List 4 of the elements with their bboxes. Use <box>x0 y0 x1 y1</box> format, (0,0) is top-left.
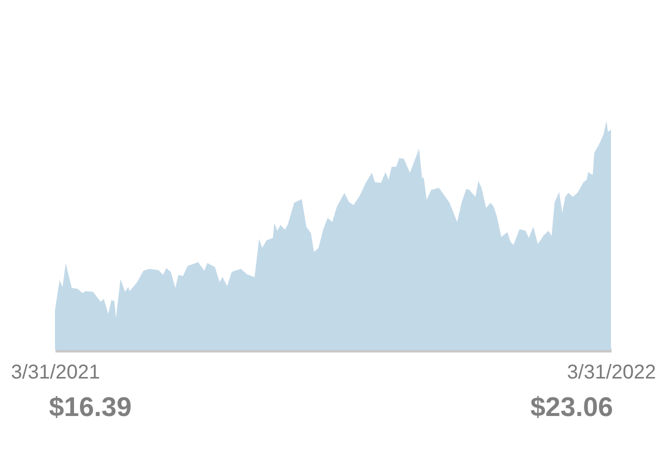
x-tick-label: 3/31/2021 <box>11 362 100 384</box>
text: $23.06 <box>530 392 613 422</box>
text: $16.39 <box>49 392 132 422</box>
x-tick-label: 3/31/2022 <box>567 362 656 384</box>
